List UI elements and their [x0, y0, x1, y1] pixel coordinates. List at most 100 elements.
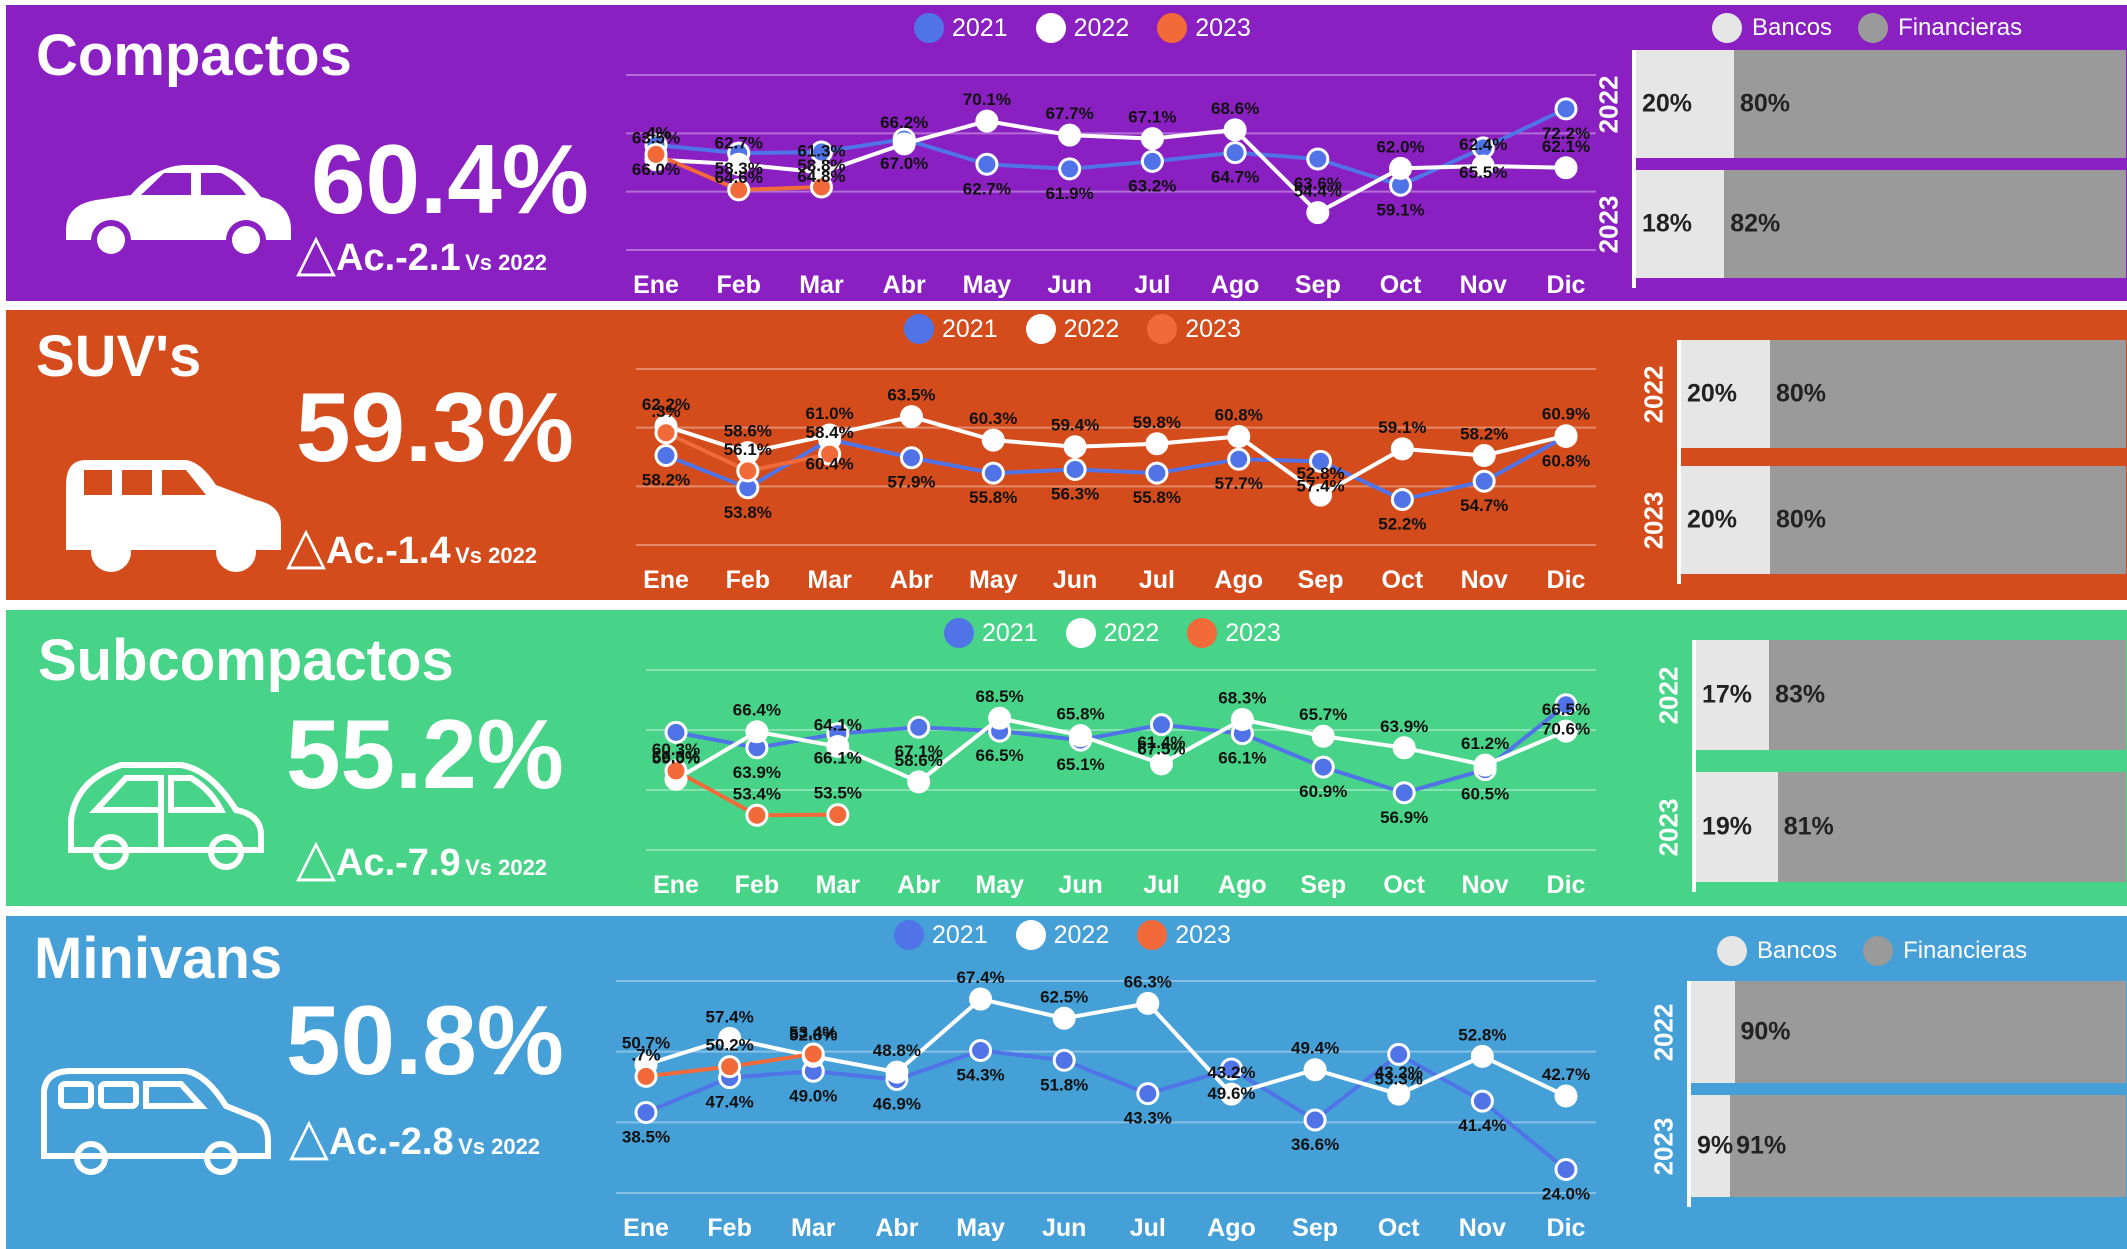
x-tick-label: Mar — [791, 1214, 836, 1242]
data-point-2022 — [1554, 424, 1578, 448]
x-tick-label: Feb — [735, 871, 779, 899]
line-chart: Ene Feb Mar Abr May Jun Jul Ago Sep Oct Nov Dic 66.3… — [646, 669, 1596, 899]
financieras-label: 80% — [1740, 89, 1791, 118]
data-label: 49.6% — [1207, 1084, 1255, 1103]
data-label: 62.0% — [1376, 137, 1424, 156]
data-label: 65.1% — [1056, 755, 1104, 774]
data-point-2022 — [969, 987, 993, 1011]
x-tick-label: Jul — [1139, 566, 1175, 594]
data-point-2021 — [1145, 461, 1169, 485]
delta-value: Ac.-2.8 — [329, 1121, 454, 1163]
data-point-2021 — [1472, 469, 1496, 493]
data-label: 62.7% — [963, 179, 1011, 198]
x-tick-label: Ago — [1214, 566, 1263, 594]
financieras-label: 82% — [1730, 209, 1781, 238]
x-tick-label: Sep — [1295, 271, 1341, 299]
legend-label: 2023 — [1175, 920, 1231, 949]
data-point-2022 — [1140, 127, 1164, 151]
legend-label: 2021 — [952, 13, 1008, 42]
legend-swatch — [1858, 13, 1889, 43]
data-point-2021 — [1309, 449, 1333, 473]
data-point-2022 — [975, 109, 999, 133]
data-label: 53.3% — [1375, 1069, 1423, 1088]
data-label: 48.8% — [873, 1041, 921, 1060]
data-point-2021 — [1303, 1108, 1327, 1132]
data-label: 60.3% — [969, 409, 1017, 428]
data-label: 60.8% — [1542, 451, 1590, 470]
bancos-segment — [1681, 466, 1770, 574]
bancos-segment — [1636, 50, 1734, 158]
bar-axis — [1632, 50, 1636, 288]
series-line-2022 — [674, 716, 1567, 785]
bancos-label: 9% — [1697, 1131, 1734, 1160]
data-point-2021 — [969, 1038, 993, 1062]
data-point-2021 — [1223, 141, 1247, 165]
data-point-2023 — [634, 1064, 658, 1088]
data-point-2021 — [1306, 147, 1330, 171]
data-label: 60.8% — [1215, 405, 1263, 424]
data-point-2021 — [634, 1101, 658, 1125]
data-point-2022 — [1392, 736, 1416, 760]
bar-year-label: 2022 — [1593, 75, 1624, 134]
data-label: 68.3% — [1218, 689, 1266, 708]
data-label: 59.4% — [1051, 416, 1099, 435]
delta-row: △Ac.-1.4 Vs 2022 — [286, 520, 537, 572]
delta-value: Ac.-2.1 — [336, 237, 461, 279]
data-point-2022 — [718, 1026, 742, 1050]
data-label: 60.4% — [806, 454, 854, 473]
data-point-2023 — [745, 803, 769, 827]
delta-triangle-icon: △ — [286, 517, 326, 575]
data-point-2021 — [1554, 693, 1578, 717]
data-point-2023 — [826, 803, 850, 827]
data-label: 68.5% — [976, 687, 1024, 706]
data-label: 65.7% — [1299, 705, 1347, 724]
bancos-label: 18% — [1642, 209, 1693, 238]
data-point-2022 — [1473, 753, 1497, 777]
data-label: 66.3% — [652, 747, 700, 766]
legend-swatch — [1187, 618, 1218, 649]
data-point-2022 — [745, 720, 769, 744]
data-label: 66.3% — [1124, 972, 1172, 991]
series-legend: 2021 2022 2023 — [916, 618, 1281, 649]
legend-label: 2022 — [1063, 314, 1120, 343]
bancos-segment — [1636, 170, 1725, 278]
legend-swatch — [1015, 920, 1046, 951]
data-label: 66.0% — [632, 160, 680, 179]
data-label: 66.5% — [1542, 700, 1590, 719]
panel-title: Minivans — [34, 926, 283, 991]
data-point-2022 — [1058, 123, 1082, 147]
x-tick-label: Dic — [1547, 1214, 1586, 1242]
data-label: 56.3% — [1051, 484, 1099, 503]
delta-row: △Ac.-2.1 Vs 2022 — [296, 227, 547, 279]
data-label: 64.7% — [1211, 168, 1259, 187]
x-tick-label: Ene — [633, 271, 679, 299]
data-label: 49.0% — [789, 1086, 837, 1105]
data-point-2021 — [1140, 149, 1164, 173]
data-label: 56.1% — [724, 440, 772, 459]
data-label: 50.7% — [622, 1034, 670, 1053]
stacked-bar-2022: 20% 80% — [1636, 50, 2126, 158]
data-point-2021 — [1058, 157, 1082, 181]
data-label: 43.2% — [1207, 1063, 1255, 1082]
x-tick-label: Sep — [1292, 1214, 1338, 1242]
legend-swatch — [1712, 13, 1742, 43]
x-tick-label: Jun — [1047, 271, 1091, 299]
panel-title: Subcompactos — [38, 628, 454, 693]
data-label: 61.0% — [806, 404, 854, 423]
delta-row: △Ac.-2.8 Vs 2022 — [289, 1111, 540, 1163]
financieras-label: 83% — [1775, 680, 1826, 709]
sedan-car-icon — [66, 165, 291, 260]
data-label: 61.4% — [1137, 733, 1185, 752]
data-point-2022 — [1063, 435, 1087, 459]
x-tick-label: Abr — [890, 566, 933, 594]
data-point-2023 — [801, 1042, 825, 1066]
data-label: 67.1% — [1128, 108, 1176, 127]
x-tick-label: May — [956, 1214, 1005, 1242]
bancos-segment — [1681, 340, 1770, 448]
data-label: 62.1% — [1542, 137, 1590, 156]
delta-compare-label: Vs 2022 — [465, 250, 548, 275]
panel-minivans: Minivans 50.8% △Ac.-2.8 Vs 2022 2021 2022 202… — [6, 916, 2127, 1249]
legend-swatch — [904, 314, 934, 345]
data-point-2022 — [1227, 424, 1251, 448]
x-tick-label: Feb — [707, 1214, 751, 1242]
